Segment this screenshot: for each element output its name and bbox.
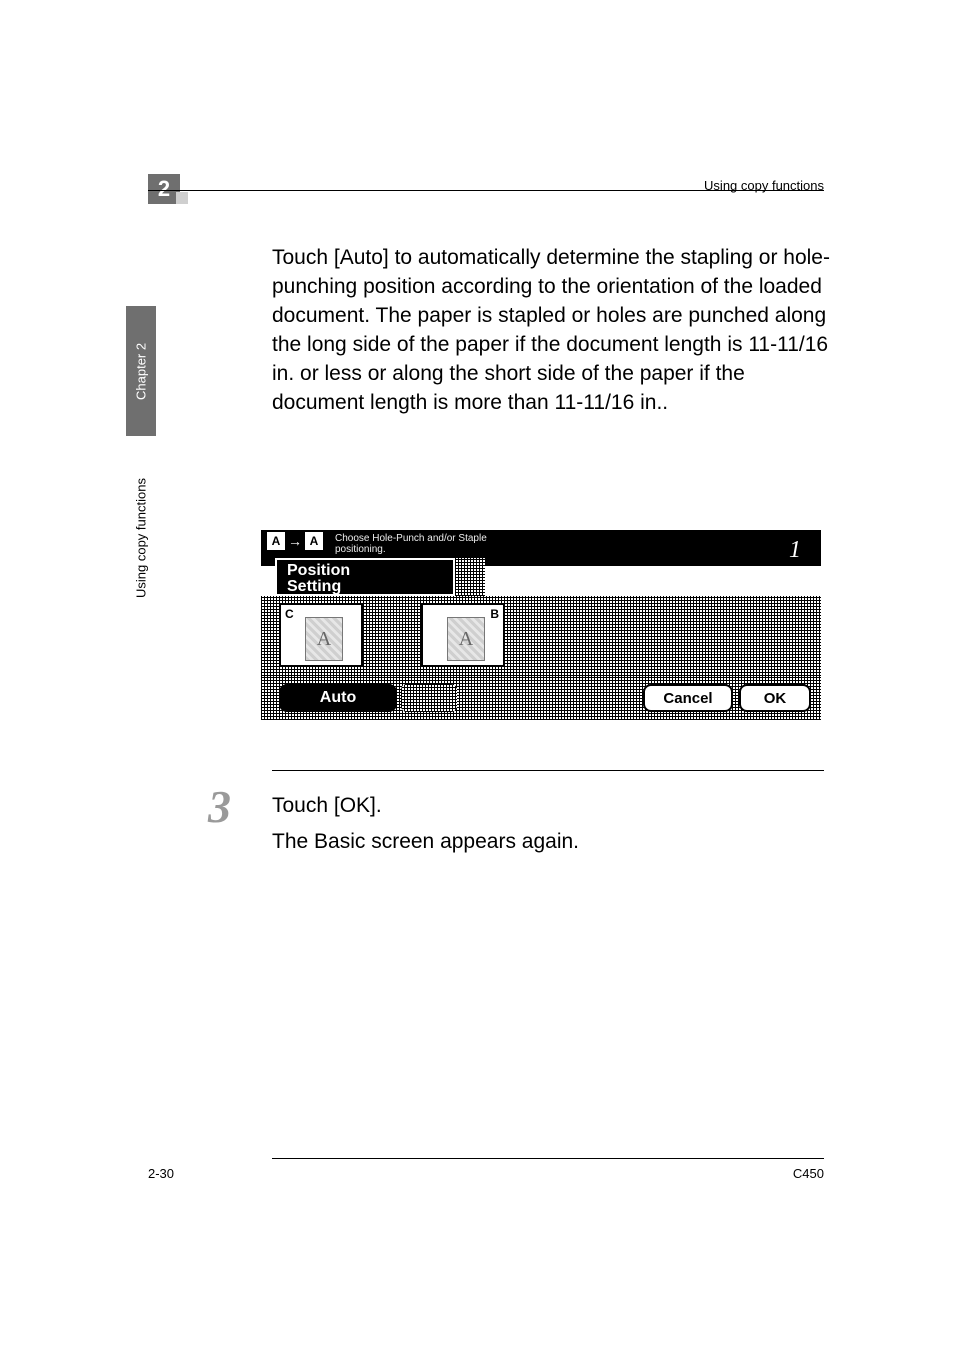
orientation-icons: A → A bbox=[267, 532, 323, 550]
step-subtext: The Basic screen appears again. bbox=[272, 830, 579, 854]
divider-rule bbox=[272, 770, 824, 771]
page-icon-letter: A bbox=[459, 628, 473, 651]
page-icon: A bbox=[305, 617, 343, 661]
lcd-tab-edge-hatch bbox=[455, 558, 485, 596]
cancel-button[interactable]: Cancel bbox=[643, 684, 733, 712]
step-number: 3 bbox=[208, 780, 231, 833]
footer-page-number: 2-30 bbox=[148, 1166, 174, 1181]
lcd-help-text: Choose Hole-Punch and/or Staple position… bbox=[335, 533, 487, 555]
footer-rule bbox=[272, 1158, 824, 1159]
orientation-icon-a-right: A bbox=[305, 532, 323, 550]
position-option-left[interactable]: C A bbox=[279, 603, 363, 667]
body-paragraph: Touch [Auto] to automatically determine … bbox=[272, 244, 832, 418]
arrow-right-icon: → bbox=[288, 533, 302, 549]
header-rule bbox=[148, 190, 824, 191]
disabled-slot bbox=[401, 684, 457, 712]
lcd-screenshot: A → A Choose Hole-Punch and/or Staple po… bbox=[261, 530, 821, 720]
position-option-right[interactable]: B A bbox=[421, 603, 505, 667]
footer-model: C450 bbox=[793, 1166, 824, 1181]
auto-button[interactable]: Auto bbox=[279, 684, 397, 712]
lcd-page-badge: 1 bbox=[741, 530, 809, 565]
side-tab-chapter: Chapter 2 bbox=[126, 306, 156, 436]
position-option-left-marker: C bbox=[285, 607, 294, 621]
ok-button[interactable]: OK bbox=[739, 684, 811, 712]
orientation-icon-a-left: A bbox=[267, 532, 285, 550]
page: 2 Using copy functions Chapter 2 Using c… bbox=[0, 0, 954, 1351]
page-icon: A bbox=[447, 617, 485, 661]
chapter-chip: 2 bbox=[148, 174, 180, 204]
side-tab-section: Using copy functions bbox=[126, 438, 156, 638]
lcd-tab-position-setting[interactable]: Position Setting bbox=[275, 558, 455, 594]
page-icon-letter: A bbox=[317, 628, 331, 651]
position-option-right-marker: B bbox=[490, 607, 499, 621]
step-text: Touch [OK]. bbox=[272, 794, 382, 818]
